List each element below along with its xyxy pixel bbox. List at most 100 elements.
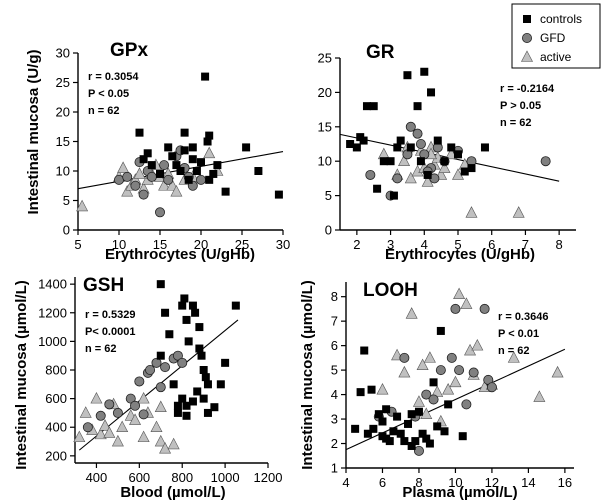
series-controls: [156, 280, 240, 420]
data-point-gfd: [450, 303, 461, 314]
x-tick-label: 6: [488, 237, 495, 252]
data-point-active: [150, 420, 163, 433]
data-point-controls: [210, 403, 219, 412]
x-tick-label: 10: [448, 475, 462, 490]
y-tick-label: 1000: [38, 334, 67, 349]
y-tick-label: 5: [63, 193, 70, 208]
data-point-controls: [254, 167, 263, 175]
data-point-controls: [413, 102, 422, 111]
chart-gr: 0 5 10 15 20 25 2 3 4 5 6 7 8 Erythrocytes (U/gHb) GR r…: [318, 42, 576, 263]
data-point-controls: [429, 378, 438, 387]
data-point-controls: [203, 380, 212, 389]
data-point-controls: [351, 424, 360, 433]
data-point-gfd: [130, 180, 141, 191]
y-tick-label: 15: [56, 134, 70, 149]
series-controls: [351, 326, 467, 450]
data-point-controls: [369, 424, 378, 433]
data-point-controls: [182, 401, 191, 410]
stat-line: n = 62: [500, 117, 532, 129]
data-point-controls: [454, 150, 462, 159]
data-point-controls: [411, 437, 420, 446]
data-point-controls: [356, 388, 365, 397]
data-point-controls: [195, 344, 204, 353]
data-point-controls: [192, 167, 201, 175]
series-gfd: [365, 121, 551, 201]
y-tick-label: 2: [331, 436, 338, 451]
data-point-controls: [205, 175, 214, 184]
data-point-controls: [221, 187, 230, 196]
x-tick-label: 4: [421, 237, 428, 252]
data-point-controls: [407, 441, 416, 450]
data-point-controls: [423, 170, 432, 179]
data-point-controls: [165, 330, 174, 339]
data-point-active: [405, 307, 418, 319]
series-controls: [135, 72, 283, 199]
chart-gsh: 200 400 600 800 1000 1200 1400 400 600 800 1000 120…: [13, 275, 282, 501]
data-point-controls: [378, 432, 387, 441]
y-tick-label: 1: [331, 461, 338, 476]
stat-line: r = 0.3646: [498, 311, 548, 323]
data-point-controls: [188, 397, 197, 406]
data-point-controls: [203, 137, 212, 146]
data-point-controls: [231, 301, 240, 310]
x-tick-label: 5: [74, 237, 81, 252]
data-point-active: [99, 419, 112, 431]
data-point-active: [94, 427, 107, 440]
x-tick-label: 12: [485, 475, 499, 490]
data-point-controls: [480, 143, 489, 152]
data-point-active: [154, 434, 167, 447]
data-point-controls: [197, 158, 205, 167]
y-tick-label: 30: [56, 46, 70, 61]
data-point-active: [90, 391, 103, 404]
data-point-gfd: [130, 400, 141, 411]
data-point-gfd: [435, 365, 446, 376]
data-point-controls: [385, 437, 394, 446]
y-tick-label: 25: [56, 75, 70, 90]
data-point-active: [121, 185, 134, 197]
data-point-controls: [404, 419, 413, 428]
data-point-active: [404, 171, 417, 184]
data-point-controls: [216, 380, 225, 389]
y-tick-label: 10: [56, 164, 70, 179]
x-tick-label: 30: [276, 237, 290, 252]
data-point-gfd: [412, 128, 423, 139]
data-point-active: [533, 390, 546, 402]
data-point-controls: [135, 128, 144, 137]
y-tick-label: 4: [331, 387, 338, 402]
data-point-controls: [172, 161, 181, 170]
data-point-active: [438, 161, 451, 173]
data-point-controls: [188, 301, 197, 310]
data-point-active: [398, 154, 411, 166]
y-tick-label: 20: [56, 105, 70, 120]
data-point-controls: [403, 71, 412, 80]
data-point-gfd: [104, 399, 115, 410]
stat-line: r = -0.2164: [500, 83, 555, 95]
stat-line: P < 0.01: [498, 328, 539, 340]
y-tick-label: 0: [63, 223, 70, 238]
data-point-controls: [416, 157, 425, 166]
data-point-gfd: [195, 174, 206, 185]
data-point-controls: [180, 146, 189, 155]
data-point-active: [154, 400, 167, 413]
data-point-controls: [178, 301, 187, 310]
data-point-controls: [460, 167, 469, 176]
data-point-gfd: [154, 207, 165, 218]
data-point-controls: [352, 143, 361, 152]
stat-line: P < 0.05: [88, 88, 129, 100]
y-tick-label: 600: [45, 391, 67, 406]
y-tick-label: 15: [318, 119, 332, 134]
data-point-controls: [173, 401, 182, 410]
stat-line: P< 0.0001: [85, 326, 135, 338]
data-point-controls: [205, 131, 214, 140]
x-tick-label: 1200: [254, 470, 283, 485]
data-point-active: [453, 287, 466, 300]
data-point-controls: [169, 380, 178, 389]
x-tick-label: 8: [556, 237, 563, 252]
data-point-active: [170, 185, 183, 197]
data-point-active: [423, 351, 436, 363]
data-point-gfd: [540, 156, 551, 167]
data-point-controls: [406, 143, 415, 152]
x-axis-title: Plasma (µmol/L): [402, 484, 517, 501]
data-point-active: [103, 426, 116, 438]
